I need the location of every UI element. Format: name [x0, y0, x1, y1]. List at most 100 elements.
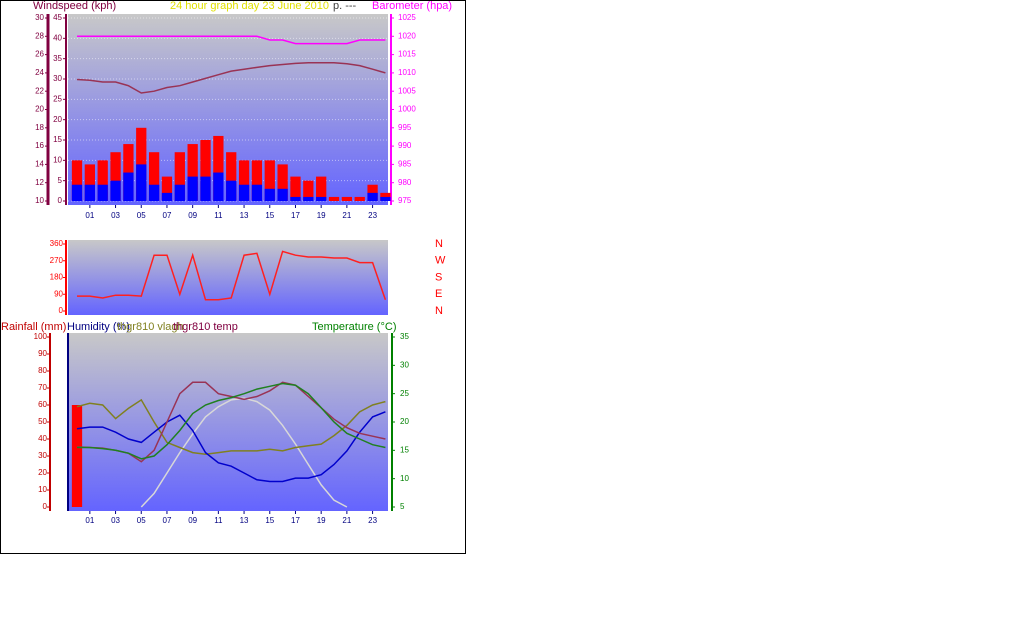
y2-axis-title: Temperature (°C)	[312, 321, 396, 333]
x-tick-label: 11	[214, 516, 223, 525]
plot-area	[68, 240, 388, 315]
bar	[123, 144, 134, 201]
y-tick-label: 15	[53, 135, 62, 144]
y3-tick-label: 12	[35, 178, 44, 187]
y2-tick-label: 35	[400, 332, 409, 341]
y-tick-label: 100	[34, 332, 48, 341]
bar	[264, 160, 275, 201]
y-tick-label: 30	[53, 74, 62, 83]
y2-tick-label: E	[435, 288, 442, 300]
y3-tick-label: 22	[35, 86, 44, 95]
y2-tick-label: 30	[400, 360, 409, 369]
bar	[226, 152, 237, 201]
bar	[328, 196, 340, 201]
y2-tick-label: S	[435, 271, 442, 283]
line	[76, 61, 386, 94]
y2-tick-label: W	[435, 255, 446, 267]
bar	[238, 184, 250, 201]
y-axis-title: Rainfall (mm)	[1, 321, 66, 333]
bar	[71, 160, 83, 201]
bar	[251, 184, 263, 201]
bar	[174, 184, 185, 201]
y2-tick-label: 975	[398, 196, 412, 205]
y2-tick-label: 1015	[398, 50, 416, 59]
annotation: thgr810 temp	[173, 321, 238, 333]
x-tick-label: 21	[342, 516, 351, 525]
y2-tick-label: 20	[400, 417, 409, 426]
annotation: thgr810 vlagh	[117, 321, 184, 333]
bar	[226, 180, 237, 201]
bar	[367, 192, 378, 201]
annotation: Humidity (%)	[67, 321, 130, 333]
line	[140, 397, 348, 508]
line	[77, 250, 387, 301]
x-tick-label: 05	[137, 516, 146, 525]
y2-tick-label: N	[435, 305, 443, 317]
x-tick-label: 19	[317, 516, 326, 525]
y-tick-label: 10	[38, 485, 47, 494]
y-tick-label: 20	[38, 468, 47, 477]
y-tick-label: 80	[38, 366, 47, 375]
y-tick-label: 90	[38, 349, 47, 358]
y3-tick-label: 24	[35, 68, 44, 77]
x-tick-label: 13	[240, 516, 249, 525]
y2-tick-label: 1020	[398, 31, 416, 40]
y-tick-label: 25	[53, 94, 62, 103]
y2-tick-label: 1000	[398, 105, 416, 114]
y2-tick-label: 1010	[398, 68, 416, 77]
bar	[290, 176, 301, 201]
bar	[110, 152, 121, 201]
y3-tick-label: 26	[35, 50, 44, 59]
y2-tick-label: 1025	[398, 13, 416, 22]
x-tick-label: 17	[291, 211, 300, 220]
x-tick-label: 15	[265, 516, 274, 525]
y-tick-label: 50	[38, 417, 47, 426]
line	[76, 398, 386, 456]
bar	[71, 184, 83, 201]
bar	[277, 188, 288, 201]
bar	[97, 160, 108, 201]
bar	[200, 140, 211, 201]
bar	[316, 176, 327, 201]
bar	[123, 172, 134, 201]
y3-tick-label: 20	[35, 105, 44, 114]
bar	[84, 164, 95, 201]
bar	[148, 184, 160, 201]
x-tick-label: 23	[368, 516, 377, 525]
y-axis-title: Windspeed (kph)	[33, 0, 116, 12]
y2-tick-label: N	[435, 238, 443, 250]
y3-tick-label: 16	[35, 141, 44, 150]
bar	[84, 184, 95, 201]
y-tick-label: 0	[58, 196, 63, 205]
y-tick-label: 270	[50, 256, 64, 265]
y-tick-label: 45	[53, 13, 62, 22]
bar	[354, 196, 365, 201]
y2-tick-label: 1005	[398, 86, 416, 95]
bar	[277, 164, 288, 201]
x-tick-label: 07	[163, 211, 172, 220]
x-tick-label: 03	[111, 516, 120, 525]
y2-tick-label: 15	[400, 445, 409, 454]
x-tick-label: 13	[240, 211, 249, 220]
y3-tick-label: 14	[35, 160, 44, 169]
y3-tick-label: 28	[35, 31, 44, 40]
y3-tick-label: 30	[35, 13, 44, 22]
x-tick-label: 21	[342, 211, 351, 220]
annotation: p. ---	[333, 0, 357, 12]
line	[76, 411, 386, 483]
y-tick-label: 20	[53, 115, 62, 124]
bar	[303, 180, 314, 201]
bar	[187, 176, 198, 201]
line	[77, 382, 386, 460]
x-tick-label: 05	[137, 211, 146, 220]
y-tick-label: 70	[38, 383, 47, 392]
bar	[187, 144, 198, 201]
y-tick-label: 5	[58, 176, 63, 185]
y-tick-label: 40	[38, 434, 47, 443]
x-tick-label: 09	[188, 211, 197, 220]
y2-tick-label: 995	[398, 123, 412, 132]
x-tick-label: 09	[188, 516, 197, 525]
x-tick-label: 01	[85, 516, 94, 525]
